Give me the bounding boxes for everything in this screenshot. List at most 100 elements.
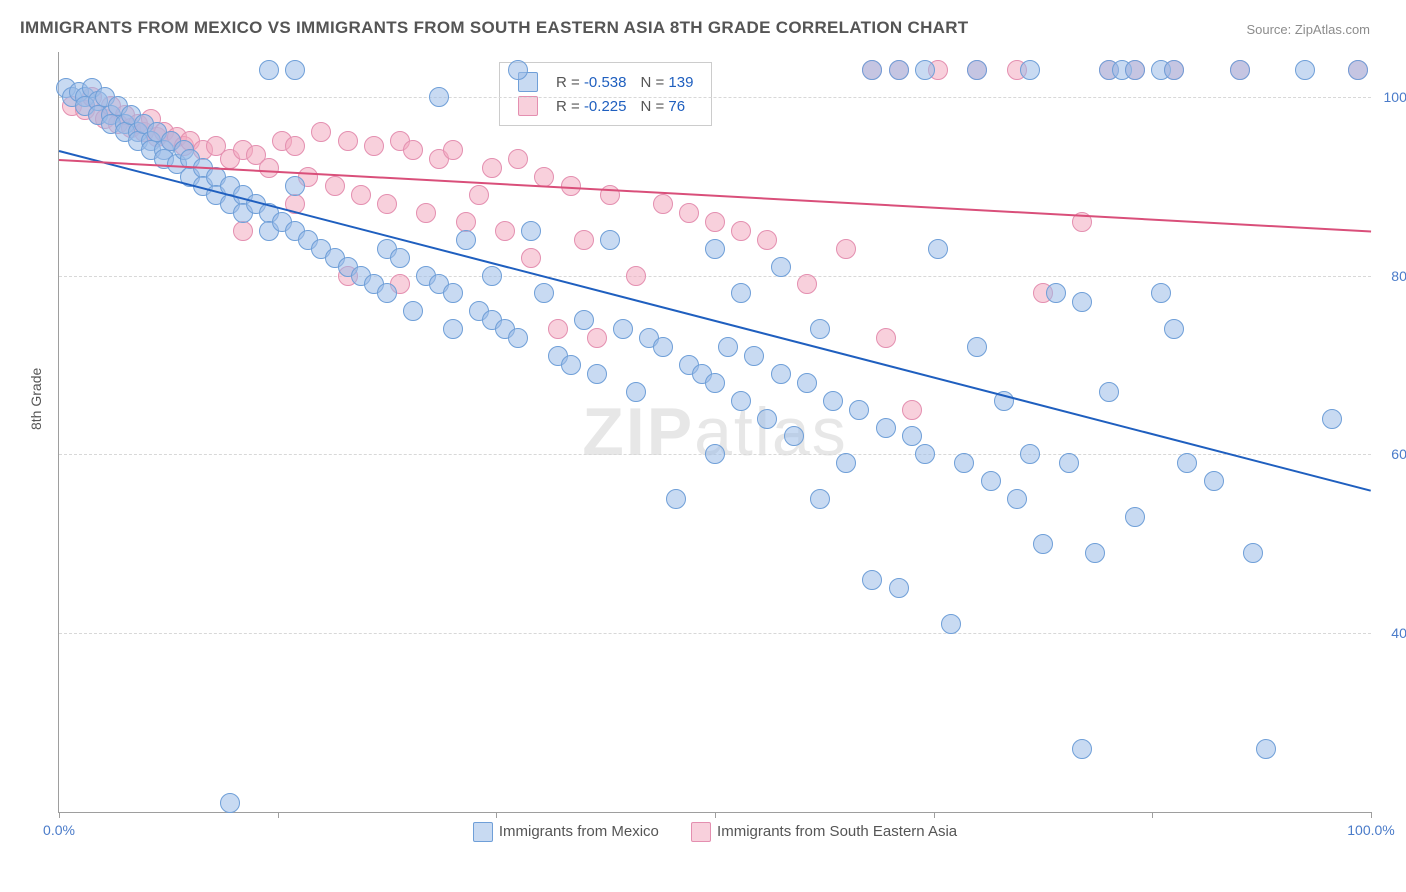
data-point: [482, 158, 502, 178]
data-point: [705, 444, 725, 464]
data-point: [1125, 507, 1145, 527]
data-point: [836, 239, 856, 259]
data-point: [259, 60, 279, 80]
x-tick: [934, 812, 935, 818]
data-point: [1164, 60, 1184, 80]
data-point: [311, 122, 331, 142]
data-point: [731, 283, 751, 303]
data-point: [653, 194, 673, 214]
source-attribution: Source: ZipAtlas.com: [1246, 22, 1370, 37]
data-point: [220, 793, 240, 813]
data-point: [731, 221, 751, 241]
data-point: [1177, 453, 1197, 473]
data-point: [941, 614, 961, 634]
data-point: [1164, 319, 1184, 339]
data-point: [364, 136, 384, 156]
data-point: [495, 221, 515, 241]
data-point: [902, 426, 922, 446]
gridline: [59, 97, 1371, 98]
data-point: [390, 248, 410, 268]
data-point: [325, 176, 345, 196]
data-point: [1020, 60, 1040, 80]
x-tick: [715, 812, 716, 818]
x-tick-label: 100.0%: [1347, 822, 1394, 838]
data-point: [718, 337, 738, 357]
data-point: [508, 149, 528, 169]
data-point: [889, 578, 909, 598]
data-point: [1085, 543, 1105, 563]
data-point: [797, 274, 817, 294]
data-point: [928, 239, 948, 259]
gridline: [59, 633, 1371, 634]
y-axis-title: 8th Grade: [28, 368, 44, 430]
data-point: [705, 373, 725, 393]
data-point: [1072, 739, 1092, 759]
data-point: [1256, 739, 1276, 759]
data-point: [1007, 489, 1027, 509]
data-point: [784, 426, 804, 446]
data-point: [443, 140, 463, 160]
data-point: [233, 221, 253, 241]
data-point: [705, 212, 725, 232]
legend-row-asia: R = -0.225 N = 76: [512, 95, 699, 117]
data-point: [548, 319, 568, 339]
data-point: [1059, 453, 1079, 473]
data-point: [797, 373, 817, 393]
data-point: [810, 489, 830, 509]
data-point: [259, 158, 279, 178]
data-point: [731, 391, 751, 411]
data-point: [889, 60, 909, 80]
data-point: [1151, 283, 1171, 303]
legend-item-asia: Immigrants from South Eastern Asia: [691, 822, 957, 842]
data-point: [377, 283, 397, 303]
x-tick: [278, 812, 279, 818]
data-point: [508, 60, 528, 80]
data-point: [862, 60, 882, 80]
data-point: [626, 382, 646, 402]
data-point: [587, 364, 607, 384]
data-point: [1125, 60, 1145, 80]
data-point: [574, 230, 594, 250]
data-point: [443, 319, 463, 339]
data-point: [967, 337, 987, 357]
data-point: [981, 471, 1001, 491]
x-tick: [1152, 812, 1153, 818]
data-point: [1295, 60, 1315, 80]
data-point: [1230, 60, 1250, 80]
data-point: [967, 60, 987, 80]
data-point: [757, 409, 777, 429]
y-tick-label: 80.0%: [1391, 268, 1406, 284]
data-point: [351, 185, 371, 205]
data-point: [1322, 409, 1342, 429]
data-point: [1348, 60, 1368, 80]
swatch-asia: [518, 96, 538, 116]
data-point: [744, 346, 764, 366]
data-point: [508, 328, 528, 348]
data-point: [679, 203, 699, 223]
data-point: [443, 283, 463, 303]
x-tick: [59, 812, 60, 818]
data-point: [285, 60, 305, 80]
data-point: [1099, 382, 1119, 402]
data-point: [1020, 444, 1040, 464]
data-point: [810, 319, 830, 339]
data-point: [285, 176, 305, 196]
data-point: [403, 301, 423, 321]
data-point: [377, 194, 397, 214]
x-tick: [1371, 812, 1372, 818]
data-point: [876, 418, 896, 438]
data-point: [600, 230, 620, 250]
data-point: [771, 364, 791, 384]
data-point: [521, 221, 541, 241]
data-point: [705, 239, 725, 259]
data-point: [757, 230, 777, 250]
data-point: [862, 570, 882, 590]
data-point: [429, 87, 449, 107]
data-point: [1046, 283, 1066, 303]
data-point: [1072, 292, 1092, 312]
chart-title: IMMIGRANTS FROM MEXICO VS IMMIGRANTS FRO…: [20, 18, 968, 38]
data-point: [1243, 543, 1263, 563]
data-point: [482, 266, 502, 286]
data-point: [561, 355, 581, 375]
data-point: [416, 203, 436, 223]
